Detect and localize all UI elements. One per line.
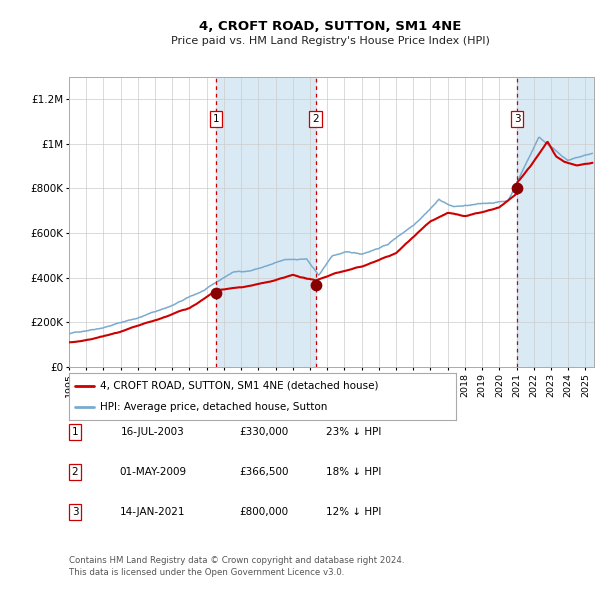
Text: 4, CROFT ROAD, SUTTON, SM1 4NE (detached house): 4, CROFT ROAD, SUTTON, SM1 4NE (detached… <box>100 381 379 391</box>
Text: 18% ↓ HPI: 18% ↓ HPI <box>326 467 382 477</box>
Point <box>211 289 221 298</box>
Text: 23% ↓ HPI: 23% ↓ HPI <box>326 427 382 437</box>
Text: Contains HM Land Registry data © Crown copyright and database right 2024.
This d: Contains HM Land Registry data © Crown c… <box>69 556 404 577</box>
Text: 2: 2 <box>313 114 319 124</box>
Text: 01-MAY-2009: 01-MAY-2009 <box>119 467 187 477</box>
Bar <box>517 77 594 367</box>
Text: HPI: Average price, detached house, Sutton: HPI: Average price, detached house, Sutt… <box>100 402 328 412</box>
Bar <box>216 77 316 367</box>
Text: 1: 1 <box>212 114 220 124</box>
Text: 14-JAN-2021: 14-JAN-2021 <box>120 507 186 517</box>
Point <box>311 280 320 290</box>
Text: 3: 3 <box>71 507 79 517</box>
Text: 4, CROFT ROAD, SUTTON, SM1 4NE: 4, CROFT ROAD, SUTTON, SM1 4NE <box>199 20 461 33</box>
Point <box>512 183 522 193</box>
Text: 1: 1 <box>71 427 79 437</box>
Text: 2: 2 <box>71 467 79 477</box>
Text: Price paid vs. HM Land Registry's House Price Index (HPI): Price paid vs. HM Land Registry's House … <box>170 37 490 46</box>
Text: £800,000: £800,000 <box>239 507 289 517</box>
Text: 12% ↓ HPI: 12% ↓ HPI <box>326 507 382 517</box>
Text: 16-JUL-2003: 16-JUL-2003 <box>121 427 185 437</box>
Text: £330,000: £330,000 <box>239 427 289 437</box>
Text: 3: 3 <box>514 114 521 124</box>
Text: £366,500: £366,500 <box>239 467 289 477</box>
